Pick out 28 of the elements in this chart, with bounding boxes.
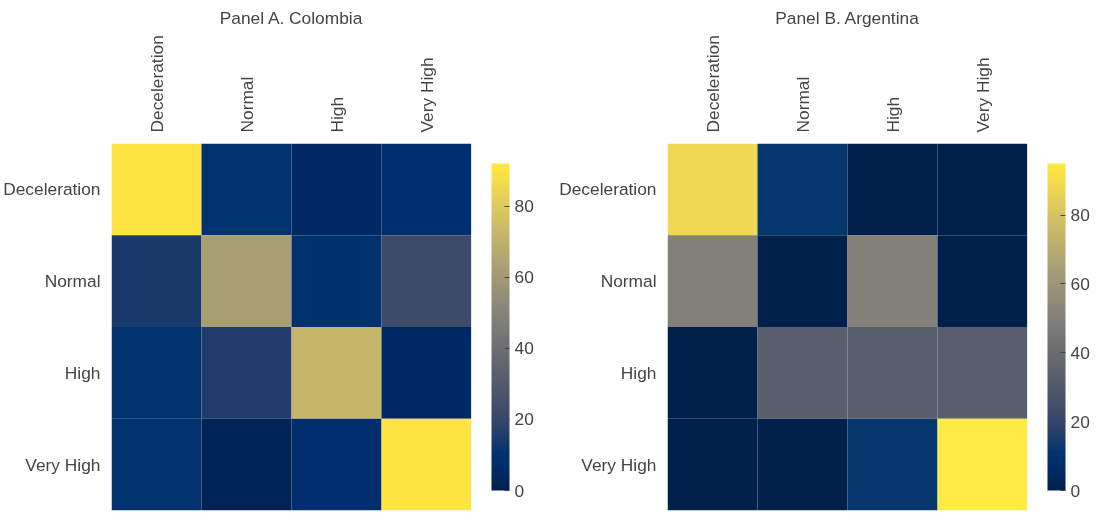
color-bar-label: 80 xyxy=(1070,205,1090,226)
color-bar-label: 40 xyxy=(1070,342,1090,363)
y-tick-label: Deceleration xyxy=(3,179,101,200)
y-tick-label: Normal xyxy=(600,271,657,292)
chart-title: Panel A. Colombia xyxy=(219,7,363,28)
x-tick-label: Normal xyxy=(236,76,257,133)
x-tick-label: Deceleration xyxy=(146,35,167,133)
color-bar-label: 0 xyxy=(1070,480,1081,501)
color-bar-label: 20 xyxy=(514,409,534,430)
y-tick-label: Normal xyxy=(44,271,101,292)
color-bar-label: 80 xyxy=(514,196,534,217)
color-bar-label: 0 xyxy=(514,480,525,501)
color-bar-label: 20 xyxy=(1070,411,1090,432)
y-tick-label: Very High xyxy=(25,454,101,475)
x-tick-label: Normal xyxy=(792,76,813,133)
color-bar-label: 60 xyxy=(514,267,534,288)
y-tick-label: Very High xyxy=(581,454,657,475)
color-bar-label: 40 xyxy=(514,338,534,359)
x-tick-label: High xyxy=(326,96,347,133)
x-tick-label: Very High xyxy=(416,57,437,133)
x-tick-label: Deceleration xyxy=(702,35,723,133)
x-tick-label: High xyxy=(882,96,903,133)
y-tick-label: High xyxy=(64,362,101,383)
y-tick-label: High xyxy=(620,362,657,383)
x-tick-label: Very High xyxy=(972,57,993,133)
y-tick-label: Deceleration xyxy=(559,179,657,200)
color-bar-label: 60 xyxy=(1070,273,1090,294)
chart-title: Panel B. Argentina xyxy=(775,7,920,28)
